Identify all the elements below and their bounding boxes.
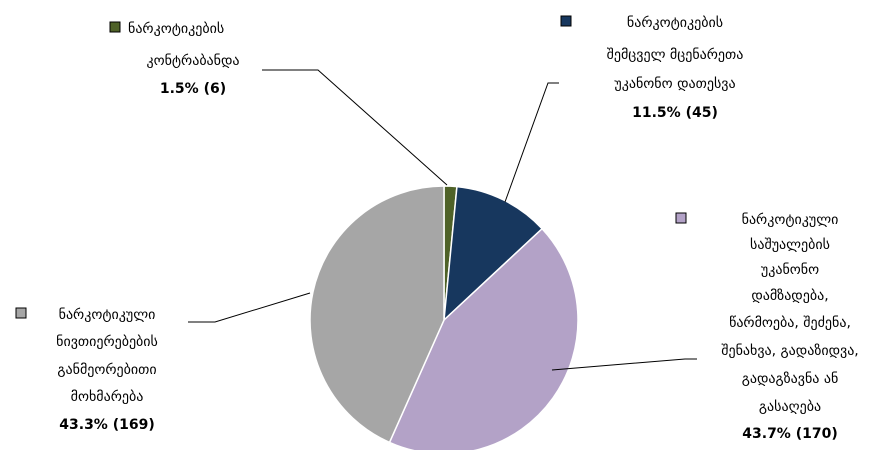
slice-label-cultivation-line-3: უკანონო დათესვა bbox=[614, 76, 735, 92]
legend-marker-cultivation bbox=[560, 15, 572, 27]
slice-label-consumption-line-2: ნივთიერებების bbox=[56, 333, 158, 350]
slice-label-cultivation-line-1: ნარკოტიკების bbox=[627, 14, 723, 31]
leader-line-consumption bbox=[188, 292, 311, 323]
legend-entry-consumption: ნარკოტიკული ნივთიერებების განმეორებითი მ… bbox=[15, 306, 158, 433]
slice-label-manufacture-line-3: უკანონო bbox=[761, 262, 819, 278]
leader-line-manufacture bbox=[551, 358, 697, 371]
slice-label-consumption-line-1: ნარკოტიკული bbox=[59, 306, 156, 323]
slice-label-cultivation-line-2: შემცველ მცენარეთა bbox=[607, 46, 744, 63]
slice-label-manufacture-line-1: ნარკოტიკული bbox=[742, 211, 839, 228]
pie-slices bbox=[309, 185, 579, 450]
slice-label-consumption-line-4: მოხმარება bbox=[71, 388, 144, 405]
leader-line-smuggling bbox=[262, 69, 448, 186]
legend-entry-cultivation: ნარკოტიკების შემცველ მცენარეთა უკანონო დ… bbox=[560, 14, 744, 121]
legend-marker-manufacture bbox=[675, 212, 687, 224]
leader-line-cultivation bbox=[504, 82, 559, 203]
legend-marker-consumption bbox=[15, 307, 27, 319]
slice-label-manufacture-line-2: საშუალების bbox=[750, 237, 830, 253]
slice-label-manufacture-line-6: შენახვა, გადაზიდვა, bbox=[721, 343, 859, 359]
slice-label-smuggling-line-2: კონტრაბანდა bbox=[146, 52, 239, 69]
slice-value-cultivation: 11.5% (45) bbox=[632, 105, 718, 121]
slice-value-consumption: 43.3% (169) bbox=[59, 417, 154, 433]
leader-lines bbox=[188, 69, 697, 371]
slice-manufacture bbox=[388, 227, 579, 450]
legend-entry-manufacture: ნარკოტიკული საშუალების უკანონო დამზადება… bbox=[675, 211, 859, 442]
slice-value-smuggling: 1.5% (6) bbox=[160, 81, 226, 97]
slice-label-consumption-line-3: განმეორებითი bbox=[57, 361, 156, 378]
slice-consumption bbox=[309, 185, 445, 444]
slice-label-manufacture-line-5: წარმოება, შეძენა, bbox=[729, 314, 851, 331]
slice-label-manufacture-line-8: გასაღება bbox=[759, 399, 821, 415]
slice-cultivation bbox=[443, 185, 544, 322]
slice-label-manufacture-line-7: გადაგზავნა ან bbox=[742, 371, 839, 387]
legend-entry-smuggling: ნარკოტიკების კონტრაბანდა 1.5% (6) bbox=[109, 20, 240, 97]
slice-label-smuggling: ნარკოტიკების bbox=[128, 20, 224, 37]
slice-value-manufacture: 43.7% (170) bbox=[742, 426, 837, 442]
legend-marker-smuggling bbox=[109, 21, 121, 33]
slice-label-manufacture-line-4: დამზადება, bbox=[751, 288, 828, 304]
